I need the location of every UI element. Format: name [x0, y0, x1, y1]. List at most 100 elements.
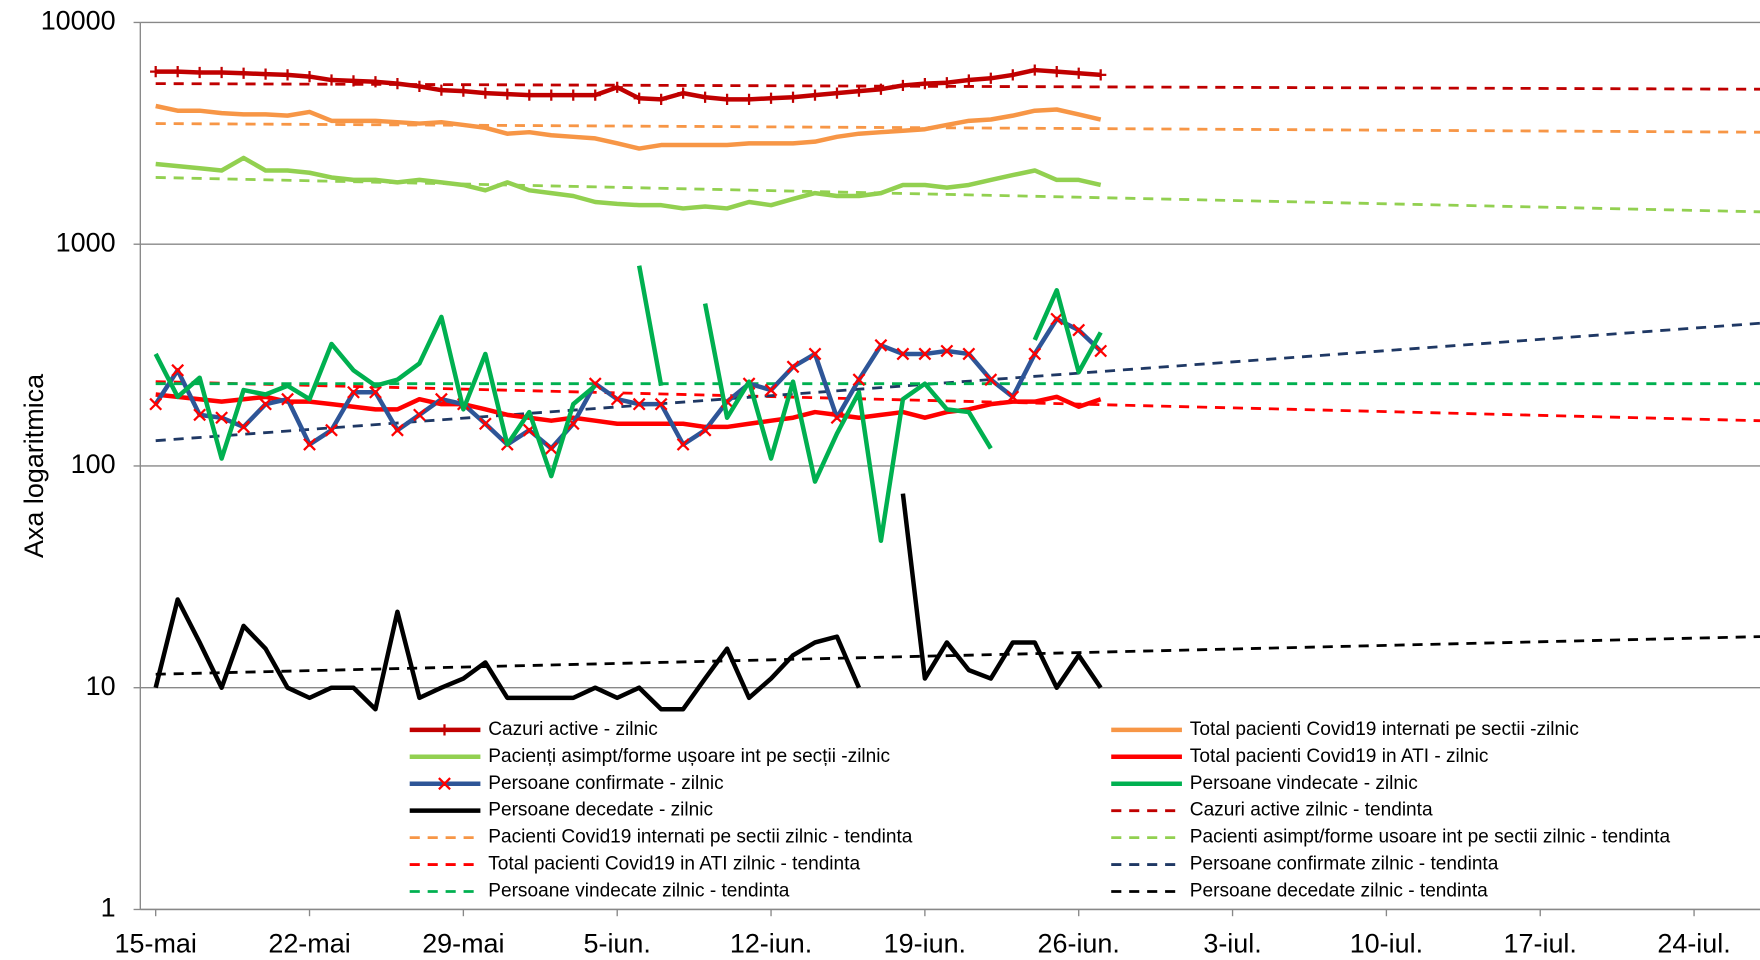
point-marker — [1051, 66, 1063, 78]
point-marker — [852, 373, 866, 387]
point-marker — [809, 89, 821, 101]
point-marker — [896, 347, 910, 361]
point-marker — [632, 397, 646, 411]
x-tick-label: 29-mai — [422, 929, 504, 959]
legend-label: Total pacienti Covid19 internati pe sect… — [1190, 719, 1580, 740]
x-tick-label: 22-mai — [268, 929, 350, 959]
point-marker — [544, 441, 558, 455]
point-marker — [610, 392, 624, 406]
legend-label: Persoane confirmate zilnic - tendinta — [1190, 854, 1499, 875]
point-marker — [808, 347, 822, 361]
point-marker — [545, 89, 557, 101]
x-tick-label: 15-mai — [115, 929, 197, 959]
point-marker — [897, 79, 909, 92]
point-marker — [369, 385, 382, 399]
y-tick-label: 10 — [86, 671, 116, 701]
legend-label: Cazuri active zilnic - tendinta — [1190, 800, 1433, 821]
y-axis-label: Axa logaritmica — [19, 374, 49, 558]
point-marker — [567, 89, 579, 101]
legend-label: Pacienti asimpt/forme usoare int pe sect… — [1190, 827, 1671, 848]
point-marker — [853, 85, 865, 97]
point-marker — [1072, 323, 1086, 337]
series-line — [155, 155, 1102, 211]
point-marker — [698, 423, 712, 437]
point-marker — [303, 438, 316, 451]
x-tick-label: 17-iul. — [1504, 929, 1577, 959]
legend-marker — [438, 724, 451, 736]
point-marker — [391, 77, 404, 90]
point-marker — [1050, 312, 1064, 326]
legend-marker — [438, 777, 451, 791]
y-tick-label: 100 — [71, 449, 116, 479]
point-marker — [435, 84, 448, 96]
point-marker — [699, 91, 711, 103]
point-marker — [194, 66, 206, 79]
point-marker — [193, 408, 207, 422]
trend-line — [155, 122, 1760, 134]
trend-line — [155, 82, 1760, 91]
point-marker — [1094, 344, 1108, 358]
point-marker — [413, 80, 426, 92]
series-line — [153, 265, 1103, 543]
x-tick-label: 26-iun. — [1038, 929, 1120, 959]
point-marker — [919, 77, 931, 90]
legend-label: Total pacienti Covid19 in ATI zilnic - t… — [488, 854, 860, 875]
point-marker — [325, 423, 338, 437]
point-marker — [523, 89, 535, 101]
point-marker — [478, 417, 492, 431]
point-marker — [940, 344, 954, 358]
point-marker — [633, 92, 645, 104]
legend-label: Cazuri active - zilnic — [488, 719, 658, 740]
point-marker — [941, 77, 953, 89]
point-marker — [150, 66, 162, 78]
point-marker — [765, 92, 777, 104]
point-marker — [676, 438, 690, 451]
point-marker — [962, 347, 976, 361]
point-marker — [918, 347, 932, 361]
point-marker — [677, 87, 689, 99]
point-marker — [1073, 67, 1085, 79]
y-tick-label: 1000 — [56, 227, 116, 257]
x-tick-label: 5-iun. — [584, 929, 651, 959]
x-tick-label: 24-iul. — [1657, 929, 1730, 959]
series-line — [155, 103, 1102, 151]
legend-label: Pacienti Covid19 internati pe sectii zil… — [488, 827, 913, 848]
legend-label: Persoane vindecate zilnic - tendinta — [488, 881, 790, 902]
point-marker — [303, 70, 316, 83]
point-marker — [237, 67, 250, 79]
series-line — [155, 392, 1102, 430]
point-marker — [172, 66, 184, 78]
point-marker — [171, 363, 185, 377]
point-marker — [347, 75, 360, 87]
point-marker — [501, 88, 513, 100]
trend-line — [155, 176, 1760, 214]
point-marker — [479, 87, 491, 99]
point-marker — [654, 397, 668, 411]
point-marker — [743, 93, 755, 105]
series-line — [153, 493, 1103, 712]
point-marker — [1028, 347, 1042, 361]
point-marker — [1029, 64, 1041, 76]
point-marker — [1006, 390, 1020, 404]
point-marker — [589, 89, 601, 101]
point-marker — [830, 411, 844, 425]
point-marker — [611, 81, 623, 93]
point-marker — [985, 72, 997, 84]
legend-label: Persoane vindecate - zilnic — [1190, 773, 1418, 794]
y-tick-label: 10000 — [41, 6, 116, 36]
point-marker — [1007, 69, 1019, 81]
y-tick-label: 1 — [101, 893, 116, 923]
legend-label: Persoane confirmate - zilnic — [488, 773, 724, 794]
point-marker — [1095, 69, 1107, 81]
point-marker — [786, 360, 800, 374]
point-marker — [369, 76, 382, 88]
point-marker — [215, 411, 229, 425]
point-marker — [874, 338, 888, 352]
point-marker — [787, 91, 799, 103]
point-marker — [984, 373, 998, 387]
point-marker — [149, 397, 163, 411]
point-marker — [764, 383, 778, 397]
x-tick-label: 3-iul. — [1203, 929, 1261, 959]
